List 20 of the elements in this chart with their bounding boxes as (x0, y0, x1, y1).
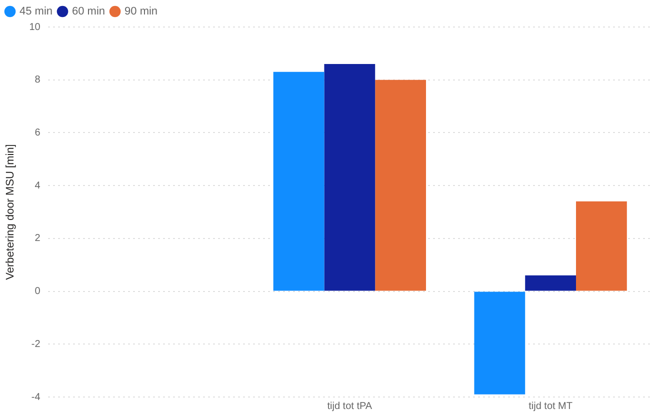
bar (324, 64, 376, 291)
y-tick-label: -4 (31, 392, 41, 403)
bar (576, 201, 627, 291)
legend-label: 45 min (20, 6, 53, 18)
legend-label: 90 min (124, 6, 158, 18)
y-tick-label: -2 (31, 338, 41, 350)
bar (525, 275, 576, 291)
bar (375, 80, 426, 291)
x-tick-label: tijd tot MT (528, 400, 573, 412)
bar (474, 292, 526, 394)
y-axis-title: Verbetering door MSU [min] (4, 144, 17, 280)
y-tick-label: 10 (29, 22, 41, 33)
y-tick-label: 2 (34, 233, 41, 244)
y-tick-label: 8 (34, 74, 41, 86)
bar (273, 72, 324, 291)
y-tick-label: 6 (34, 127, 41, 138)
y-tick-label: 4 (34, 180, 41, 192)
y-tick-label: 0 (34, 286, 41, 298)
x-tick-label: tijd tot tPA (327, 400, 372, 412)
legend-label: 60 min (72, 6, 106, 18)
